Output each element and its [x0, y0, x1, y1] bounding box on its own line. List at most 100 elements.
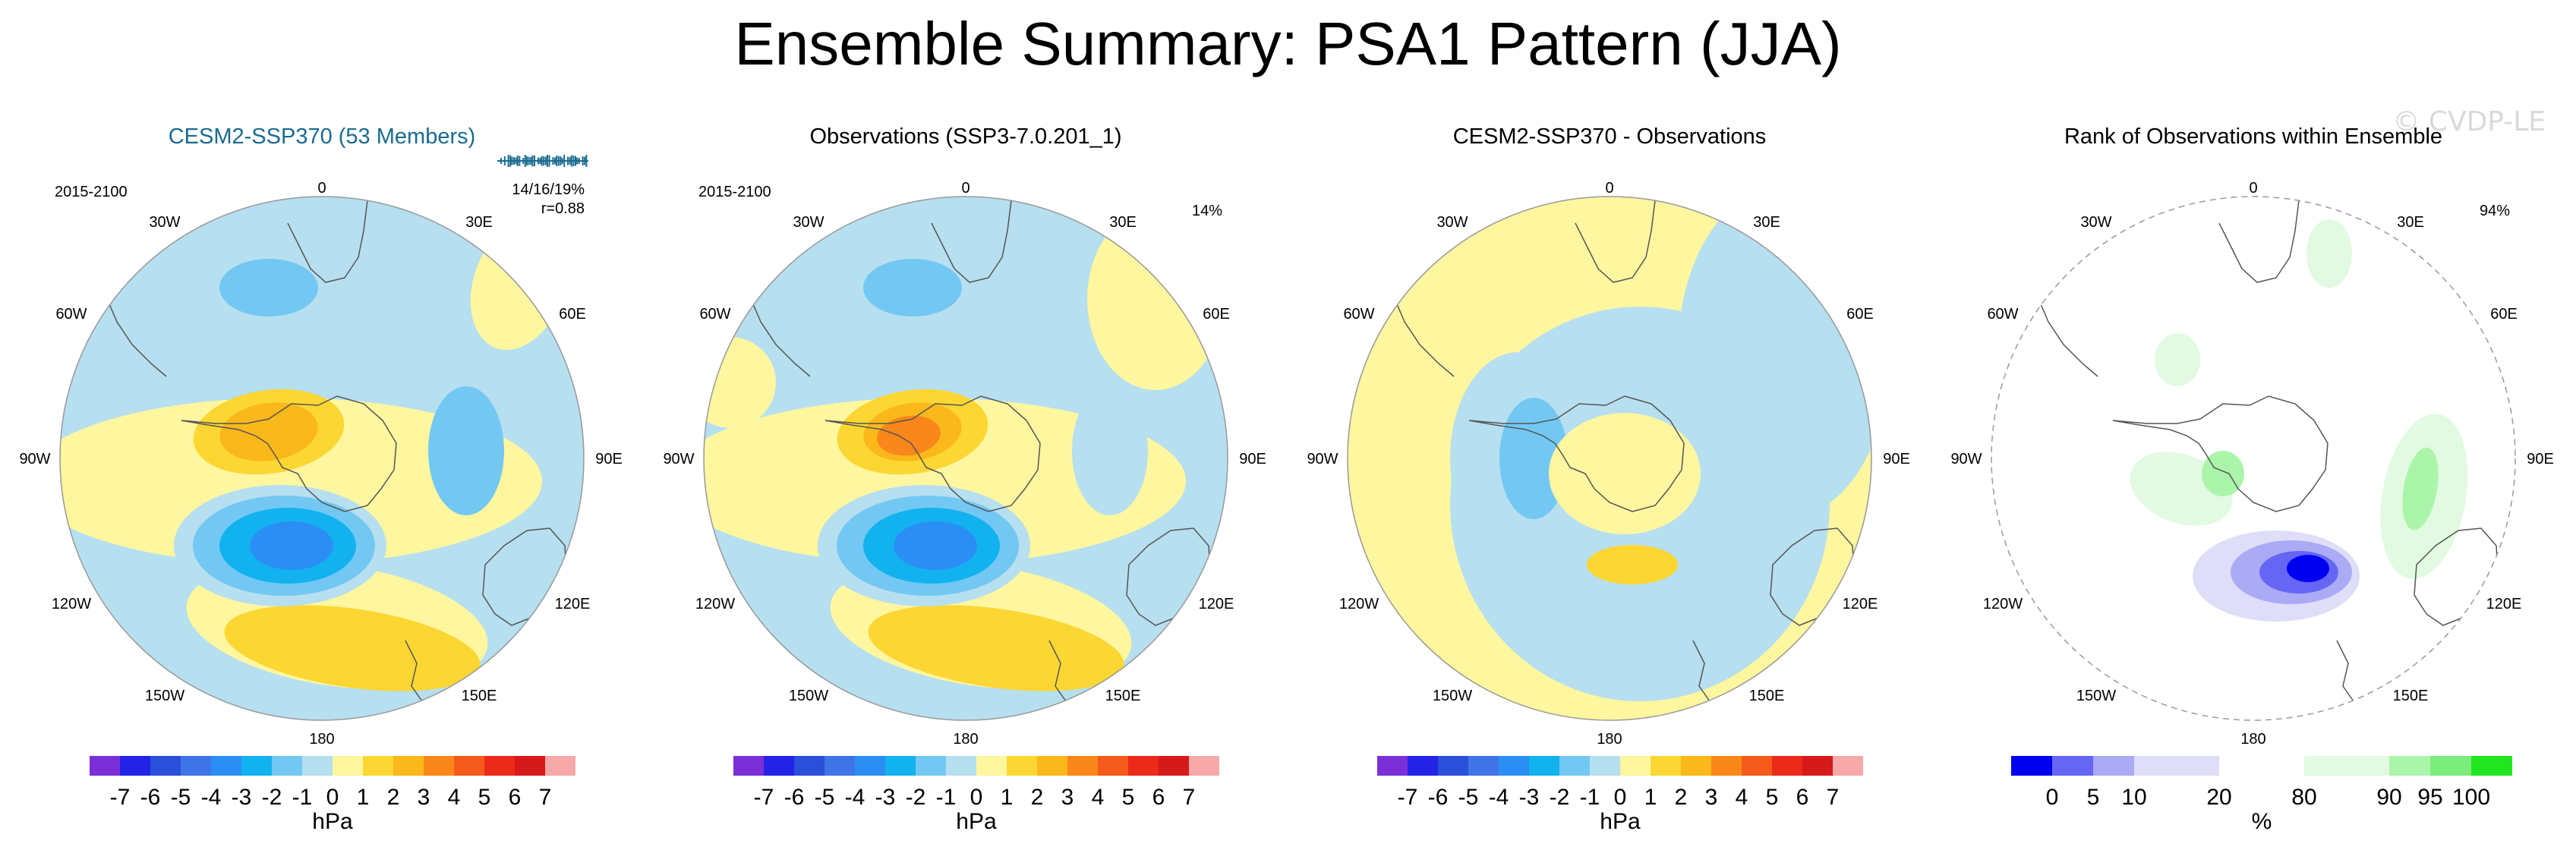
lon-label-180: 180 — [1597, 731, 1622, 748]
colorbar-tick: 95 — [2417, 785, 2442, 810]
map-border — [59, 196, 585, 721]
lon-label-120w: 120W — [52, 596, 91, 612]
coastline — [287, 200, 368, 283]
colorbar-tick: 0 — [970, 785, 983, 810]
figure-title: Ensemble Summary: PSA1 Pattern (JJA) — [734, 10, 1842, 77]
colorbar-tick: 0 — [1614, 785, 1627, 810]
colorbar-tick: -7 — [1398, 785, 1418, 810]
period-label: 2015-2100 — [55, 184, 128, 200]
colorbar-swatch — [272, 756, 302, 776]
colorbar-tick: -5 — [815, 785, 835, 810]
lon-label-90w: 90W — [663, 451, 694, 468]
colorbar: -7 -6 -5 -4 -3 -2 -1 0 1 2 3 4 5 6 7 hPa — [1377, 756, 1863, 834]
panel-title: Observations (SSP3-7.0.201_1) — [809, 124, 1122, 149]
ensemble-rug — [497, 155, 588, 167]
lon-label-150e: 150E — [1105, 688, 1141, 704]
lon-label-150e: 150E — [462, 688, 497, 704]
colorbar-swatch — [825, 756, 855, 776]
panel-observations: Observations (SSP3-7.0.201_1) 2015-2100 … — [644, 114, 1288, 847]
polar-map: 0 30E 60E 90E 120E 150E 180 150W 120W 90W 60W 30W -7… — [19, 155, 623, 834]
period-label: 2015-2100 — [698, 184, 771, 200]
negative-anomaly — [428, 386, 504, 515]
colorbar-swatch — [211, 756, 241, 776]
lon-label-30w: 30W — [1436, 214, 1468, 231]
rank-region — [2202, 451, 2244, 496]
negative-anomaly — [863, 259, 962, 316]
colorbar-swatch — [1189, 756, 1219, 776]
colorbar-unit: hPa — [956, 809, 997, 834]
lon-label-180: 180 — [2240, 731, 2265, 748]
colorbar-swatch — [1681, 756, 1711, 776]
colorbar-tick: -5 — [1458, 785, 1479, 810]
positive-region — [1549, 413, 1701, 534]
colorbar-swatch — [1529, 756, 1559, 776]
colorbar-swatch — [1833, 756, 1863, 776]
colorbar-swatch — [2219, 756, 2304, 776]
negative-anomaly-core — [250, 521, 333, 570]
lon-label-30e: 30E — [2397, 214, 2424, 231]
coastline — [405, 640, 423, 702]
colorbar-tick: -4 — [1489, 785, 1509, 810]
lon-label-90e: 90E — [1239, 451, 1266, 468]
lon-label-120e: 120E — [555, 596, 591, 612]
map-border — [1991, 196, 2516, 721]
colorbar-tick: 6 — [1152, 785, 1165, 810]
colorbar-tick: -2 — [906, 785, 926, 810]
colorbar-swatch — [1128, 756, 1159, 776]
positive-anomaly — [219, 402, 318, 461]
colorbar-swatch — [885, 756, 916, 776]
lon-label-30e: 30E — [1753, 214, 1780, 231]
lon-label-90w: 90W — [1950, 451, 1982, 468]
lon-label-30w: 30W — [149, 214, 180, 231]
colorbar-tick: 0 — [326, 785, 339, 810]
colorbar-tick: -4 — [845, 785, 865, 810]
colorbar-tick: -1 — [292, 785, 313, 810]
negative-anomaly-core — [894, 521, 977, 570]
lon-label-60w: 60W — [1343, 306, 1374, 323]
colorbar-swatch — [1098, 756, 1128, 776]
lon-label-120e: 120E — [1843, 596, 1878, 612]
lon-label-30w: 30W — [2080, 214, 2111, 231]
colorbar-tick: -3 — [875, 785, 896, 810]
lon-label-60e: 60E — [2490, 306, 2518, 323]
colorbar-tick: -7 — [754, 785, 774, 810]
coastline — [1468, 395, 1685, 512]
colorbar-swatch — [1468, 756, 1499, 776]
stats-line-2: r=0.88 — [541, 200, 585, 217]
lon-label-0: 0 — [2249, 180, 2257, 197]
lon-label-0: 0 — [1605, 180, 1613, 197]
colorbar-swatch — [2052, 756, 2093, 776]
lon-label-90e: 90E — [595, 451, 623, 468]
lon-label-120w: 120W — [1983, 596, 2023, 612]
colorbar-swatch — [2430, 756, 2471, 776]
colorbar-tick: -3 — [232, 785, 252, 810]
colorbar-tick: -7 — [110, 785, 131, 810]
lon-label-60w: 60W — [699, 306, 730, 323]
colorbar-swatch — [90, 756, 120, 776]
colorbar-swatch — [1651, 756, 1681, 776]
coastline — [931, 200, 1012, 283]
rank-region — [2287, 555, 2329, 582]
colorbar-tick: -2 — [1550, 785, 1570, 810]
map-border — [703, 196, 1228, 721]
colorbar-tick: 4 — [448, 785, 461, 810]
colorbar-swatch — [2093, 756, 2134, 776]
lon-label-150e: 150E — [1749, 688, 1785, 704]
colorbar-swatch — [2389, 756, 2430, 776]
lon-label-150w: 150W — [1433, 688, 1472, 704]
lon-label-0: 0 — [961, 180, 970, 197]
colorbar-swatch — [855, 756, 885, 776]
colorbar-tick: 3 — [1705, 785, 1718, 810]
colorbar-swatch — [181, 756, 211, 776]
positive-anomaly — [868, 605, 1124, 691]
lon-label-120w: 120W — [695, 596, 735, 612]
colorbar-tick: 6 — [509, 785, 522, 810]
colorbar-tick: 2 — [1031, 785, 1044, 810]
colorbar-tick: 0 — [2046, 785, 2059, 810]
colorbar: 0 5 10 20 80 90 95 100% — [2011, 756, 2512, 834]
lon-label-180: 180 — [953, 731, 978, 748]
colorbar-swatch — [2011, 756, 2052, 776]
positive-anomaly — [224, 605, 481, 691]
colorbar-swatch — [2304, 756, 2389, 776]
lon-label-0: 0 — [317, 180, 326, 197]
